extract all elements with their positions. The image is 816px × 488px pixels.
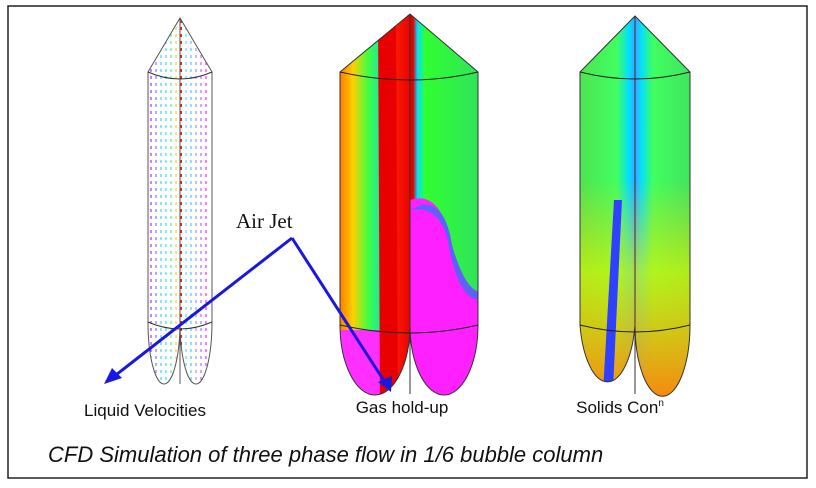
- panel-label: Gas hold-up: [356, 398, 449, 417]
- panel-label: Solids Conn: [576, 398, 664, 417]
- panel-label: Liquid Velocities: [84, 401, 206, 420]
- caption: CFD Simulation of three phase flow in 1/…: [48, 442, 603, 467]
- panel-label-text: Solids Con: [576, 398, 658, 417]
- annotation: Air Jet: [236, 209, 293, 233]
- figure: Air Jet Liquid Velocities Gas hold-up So…: [0, 0, 816, 488]
- panel-label-sup: n: [658, 398, 664, 409]
